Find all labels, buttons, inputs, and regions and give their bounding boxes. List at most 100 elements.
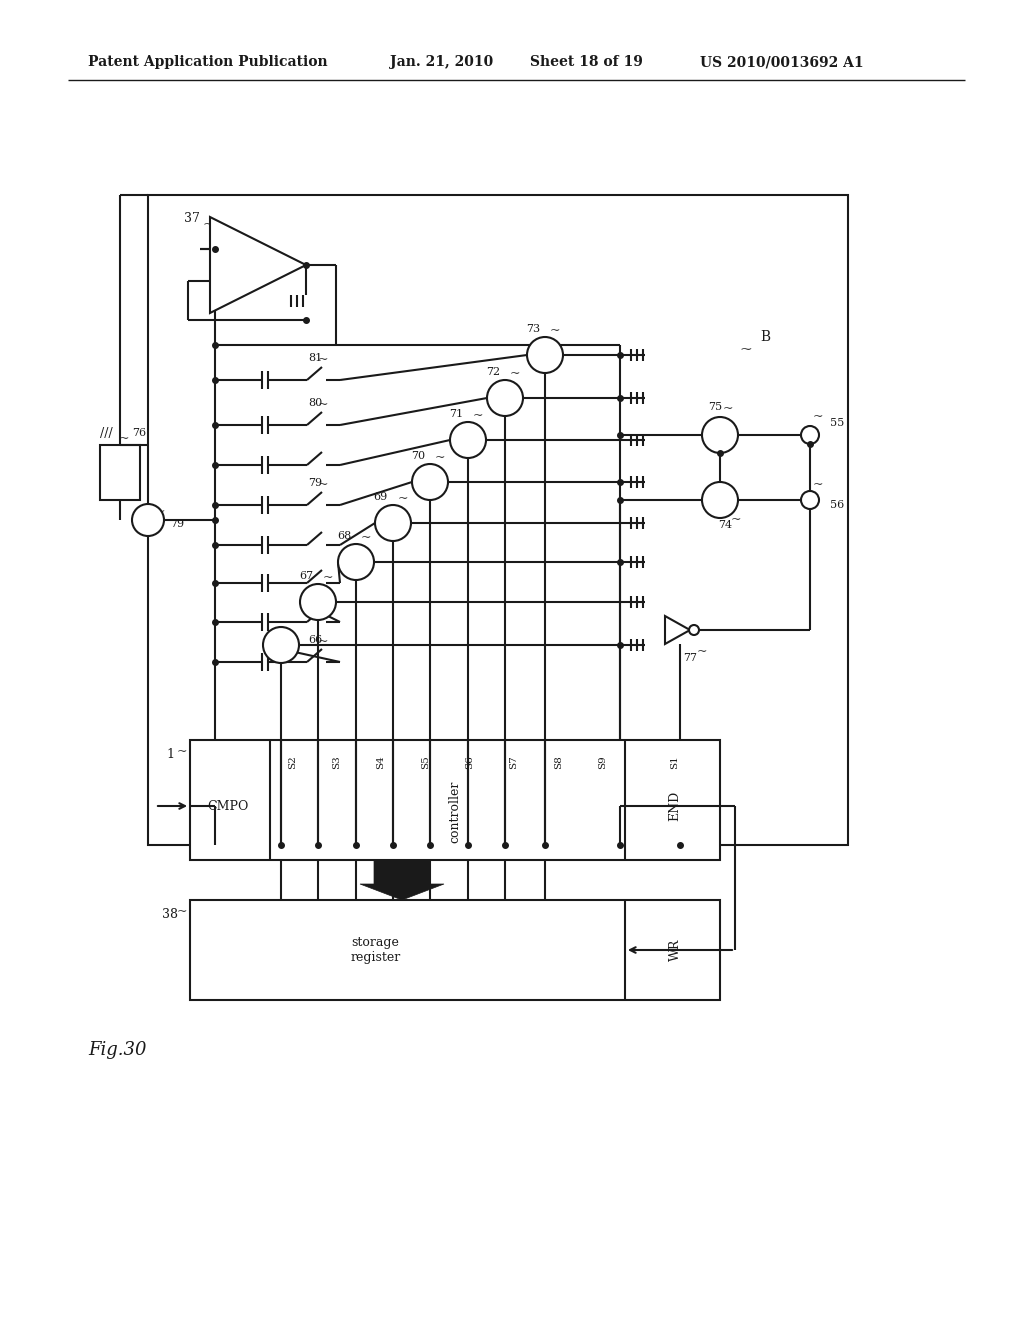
- Text: S5: S5: [421, 755, 430, 768]
- Text: 75: 75: [708, 403, 722, 412]
- Text: -: -: [503, 392, 508, 404]
- Text: US 2010/0013692 A1: US 2010/0013692 A1: [700, 55, 863, 69]
- Circle shape: [375, 506, 411, 541]
- Text: ~: ~: [550, 325, 560, 338]
- Text: controller: controller: [449, 781, 462, 843]
- Text: 70: 70: [411, 451, 425, 461]
- Bar: [100, 445, 140, 500]
- Text: 1: 1: [166, 748, 174, 762]
- Circle shape: [527, 337, 563, 374]
- Text: END: END: [669, 791, 682, 821]
- Circle shape: [689, 624, 699, 635]
- Bar: [190, 900, 720, 1001]
- Text: 79: 79: [308, 478, 323, 488]
- Text: 81: 81: [308, 352, 323, 363]
- Text: ~: ~: [473, 409, 483, 422]
- Text: -: -: [543, 348, 548, 362]
- Text: 76: 76: [132, 428, 146, 438]
- Text: ~: ~: [813, 411, 823, 424]
- Text: -: -: [220, 272, 227, 289]
- Bar: [148, 195, 848, 845]
- Text: ~: ~: [696, 645, 708, 659]
- Text: ~: ~: [813, 479, 823, 491]
- Text: -: -: [353, 556, 358, 569]
- Circle shape: [801, 426, 819, 444]
- Text: 72: 72: [485, 367, 500, 378]
- Circle shape: [702, 417, 738, 453]
- Circle shape: [338, 544, 374, 579]
- Text: Patent Application Publication: Patent Application Publication: [88, 55, 328, 69]
- Circle shape: [263, 627, 299, 663]
- Text: 68: 68: [337, 531, 351, 541]
- Text: S2: S2: [288, 755, 297, 768]
- Text: S4: S4: [377, 755, 385, 768]
- Text: -: -: [427, 475, 432, 488]
- Text: S6: S6: [465, 755, 474, 768]
- Text: ~: ~: [510, 367, 520, 380]
- Circle shape: [412, 465, 449, 500]
- Text: ~: ~: [317, 595, 329, 609]
- Text: +: +: [218, 242, 230, 256]
- Text: ~: ~: [202, 218, 214, 232]
- Text: 37: 37: [184, 213, 200, 226]
- Text: 38: 38: [162, 908, 178, 920]
- Text: 78: 78: [308, 595, 323, 605]
- Text: ~: ~: [177, 746, 187, 759]
- Text: 71: 71: [449, 409, 463, 418]
- Text: ~: ~: [731, 513, 741, 527]
- Text: S1: S1: [671, 755, 680, 768]
- Text: ///: ///: [99, 426, 113, 440]
- Text: ~: ~: [317, 479, 329, 491]
- Circle shape: [132, 504, 164, 536]
- Text: Fig.30: Fig.30: [88, 1041, 146, 1059]
- Text: 69: 69: [374, 492, 388, 502]
- Text: CMPO: CMPO: [207, 800, 249, 813]
- Text: 66: 66: [308, 635, 323, 645]
- Text: S8: S8: [554, 755, 563, 768]
- Polygon shape: [210, 216, 306, 313]
- Circle shape: [702, 482, 738, 517]
- Circle shape: [450, 422, 486, 458]
- Text: ~: ~: [317, 399, 329, 412]
- Text: S7: S7: [510, 755, 518, 768]
- Text: ~: ~: [317, 354, 329, 367]
- Text: 80: 80: [308, 399, 323, 408]
- Text: B: B: [760, 330, 770, 345]
- Text: ~: ~: [361, 532, 372, 544]
- Text: -: -: [718, 494, 723, 507]
- Text: 73: 73: [526, 323, 540, 334]
- Polygon shape: [665, 616, 690, 644]
- Text: -: -: [279, 639, 284, 652]
- Bar: [190, 741, 720, 861]
- Text: storage
register: storage register: [350, 936, 400, 964]
- Text: Jan. 21, 2010: Jan. 21, 2010: [390, 55, 494, 69]
- Text: -: -: [390, 516, 395, 529]
- Text: 74: 74: [718, 520, 732, 531]
- Text: S9: S9: [598, 755, 607, 768]
- Text: Sheet 18 of 19: Sheet 18 of 19: [530, 55, 643, 69]
- Text: ~: ~: [119, 433, 129, 446]
- Text: ~: ~: [323, 572, 334, 585]
- Text: ~: ~: [177, 906, 187, 919]
- Text: -: -: [315, 595, 321, 609]
- Text: ~: ~: [155, 506, 165, 519]
- Text: ~: ~: [739, 343, 753, 356]
- Text: 77: 77: [683, 653, 697, 663]
- Text: 79: 79: [170, 519, 184, 529]
- Text: 55: 55: [830, 418, 844, 428]
- Text: -: -: [145, 513, 151, 527]
- Text: 67: 67: [299, 572, 313, 581]
- Text: ~: ~: [317, 635, 329, 648]
- Polygon shape: [360, 861, 444, 900]
- Text: ~: ~: [398, 492, 409, 506]
- Text: -: -: [718, 429, 723, 441]
- Text: WR: WR: [669, 939, 682, 961]
- Circle shape: [487, 380, 523, 416]
- Text: S3: S3: [332, 755, 341, 768]
- Text: -: -: [466, 433, 471, 446]
- Text: ~: ~: [723, 403, 733, 416]
- Circle shape: [801, 491, 819, 510]
- Text: ~: ~: [435, 451, 445, 465]
- Circle shape: [300, 583, 336, 620]
- Text: 56: 56: [830, 500, 844, 510]
